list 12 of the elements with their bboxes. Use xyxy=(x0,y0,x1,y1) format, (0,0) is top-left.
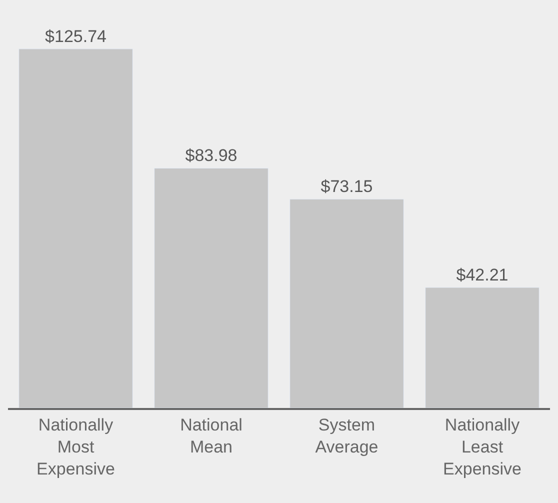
data-label: $125.74 xyxy=(45,26,106,46)
bar xyxy=(425,287,540,408)
x-tick-label: Nationally Least Expensive xyxy=(443,415,522,479)
x-tick-label: Nationally Most Expensive xyxy=(36,415,115,479)
bar xyxy=(154,168,268,408)
data-label: $42.21 xyxy=(456,265,508,284)
data-label: $73.15 xyxy=(320,177,373,196)
data-label: $83.98 xyxy=(185,146,238,166)
bar xyxy=(290,198,404,408)
x-tick-label: System Average xyxy=(315,415,378,456)
bar xyxy=(18,48,133,408)
x-tick-label: National Mean xyxy=(180,415,242,456)
